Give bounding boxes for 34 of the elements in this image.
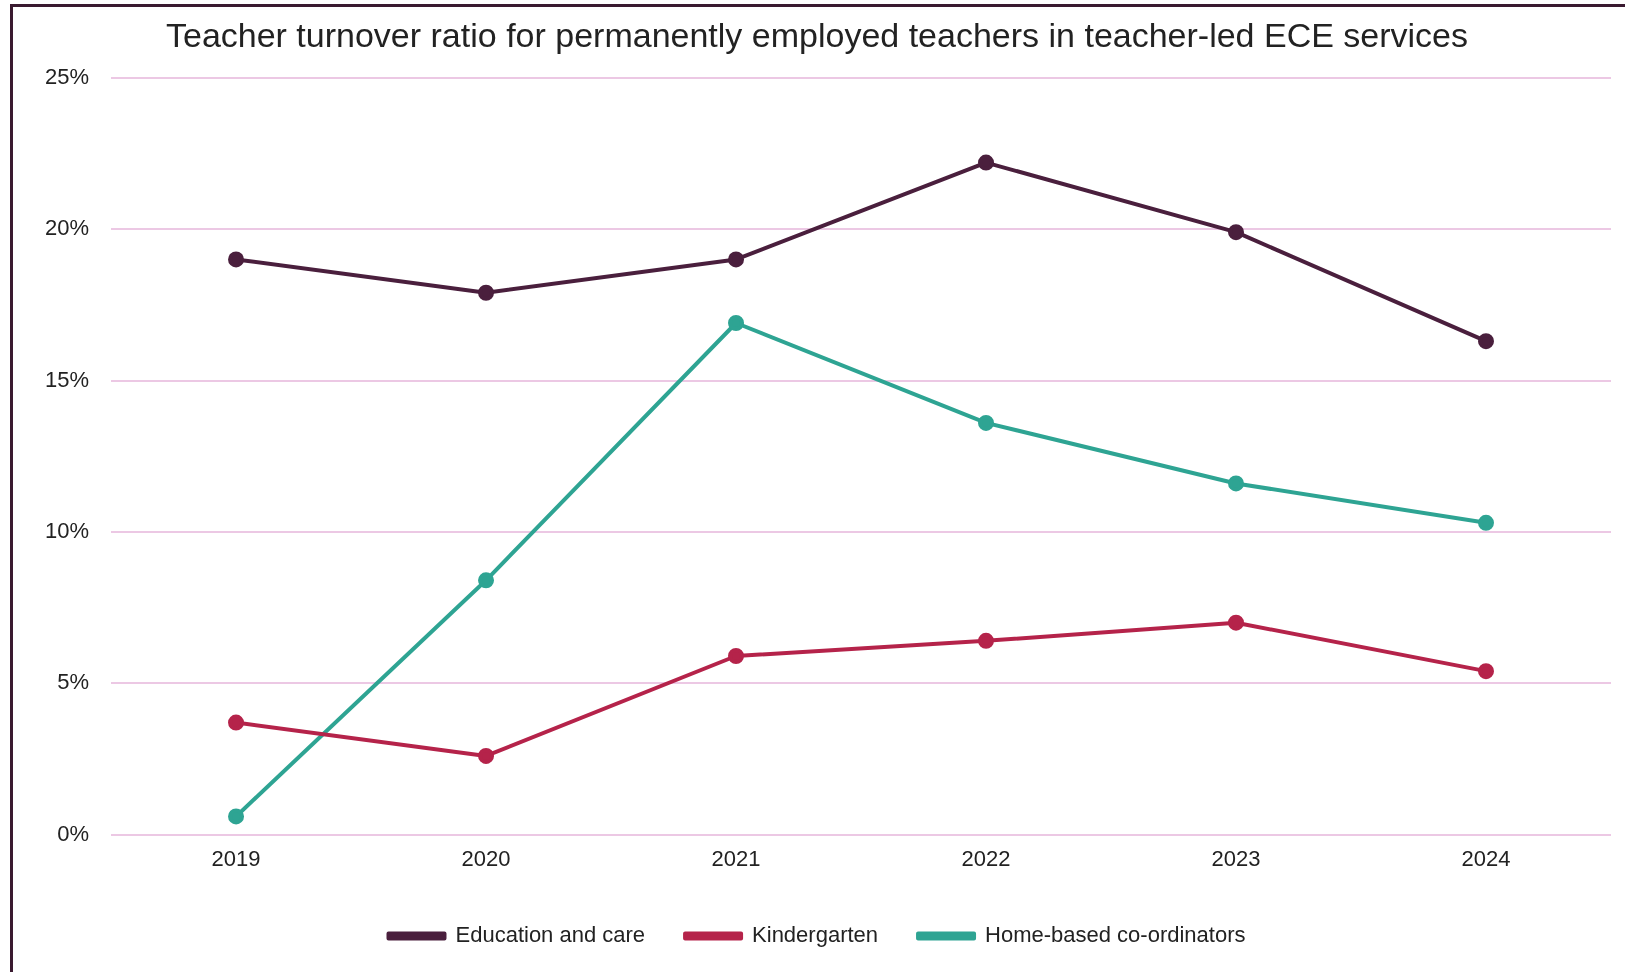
point xyxy=(228,808,245,825)
y-tick-label: 15% xyxy=(44,366,90,392)
point xyxy=(1228,475,1245,492)
point xyxy=(728,648,745,664)
point xyxy=(478,747,495,764)
point xyxy=(728,315,745,331)
legend-label: Education and care xyxy=(455,922,646,948)
legend-label: Home-based co-ordinators xyxy=(985,922,1246,948)
point xyxy=(1478,514,1494,531)
x-tick-label: 2020 xyxy=(461,845,511,871)
point xyxy=(978,154,995,171)
point xyxy=(1478,663,1494,680)
y-tick-label: 25% xyxy=(44,63,90,89)
x-tick-label: 2024 xyxy=(1461,845,1511,871)
point xyxy=(978,414,995,431)
point xyxy=(1228,614,1245,631)
x-tick-label: 2021 xyxy=(711,845,761,871)
y-tick-label: 20% xyxy=(44,215,90,241)
x-tick-label: 2023 xyxy=(1211,845,1261,871)
legend-label: Kindergarten xyxy=(752,922,879,948)
point xyxy=(478,572,495,589)
x-tick-label: 2022 xyxy=(961,845,1011,871)
point xyxy=(1478,333,1494,350)
point xyxy=(728,251,745,268)
y-tick-label: 0% xyxy=(57,820,90,846)
point xyxy=(478,284,495,301)
point xyxy=(978,632,995,649)
point xyxy=(228,714,245,731)
y-tick-label: 5% xyxy=(57,669,90,695)
chart-title: Teacher turnover ratio for permanently employed teachers in teacher-led ECE services xyxy=(165,15,1469,54)
point xyxy=(1228,224,1245,241)
point xyxy=(228,251,245,268)
y-tick-label: 10% xyxy=(44,517,90,543)
x-tick-label: 2019 xyxy=(211,845,261,871)
